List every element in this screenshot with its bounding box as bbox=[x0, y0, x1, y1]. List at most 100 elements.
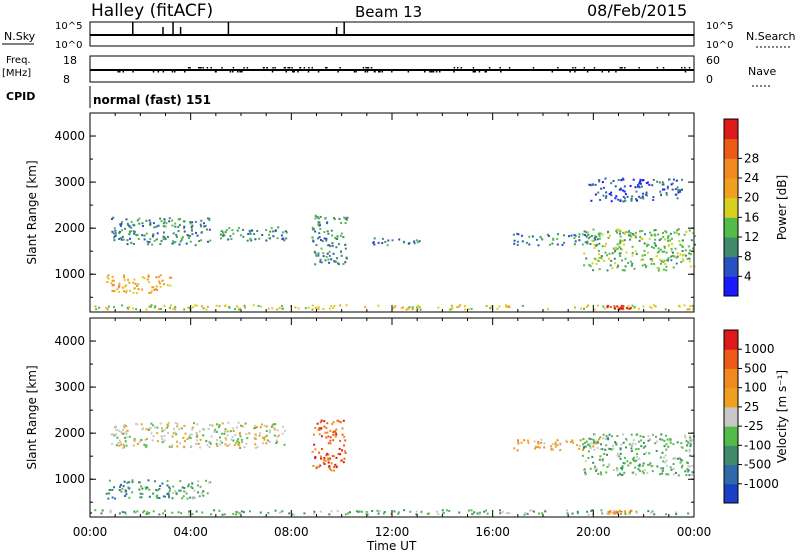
echo-cell bbox=[685, 230, 688, 233]
colorbar-segment bbox=[724, 237, 738, 258]
echo-cell bbox=[320, 455, 322, 458]
echo-cell bbox=[183, 440, 186, 443]
echo-cell bbox=[647, 439, 650, 442]
echo-cell bbox=[633, 456, 636, 459]
echo-cell bbox=[276, 429, 279, 432]
echo-cell bbox=[224, 231, 227, 234]
echo-cell bbox=[408, 306, 411, 309]
echo-cell bbox=[171, 492, 174, 494]
echo-cell bbox=[205, 308, 208, 311]
nave-point bbox=[325, 67, 327, 69]
echo-cell bbox=[643, 469, 646, 472]
echo-cell bbox=[616, 469, 618, 472]
echo-cell bbox=[345, 304, 348, 307]
echo-cell bbox=[147, 275, 150, 278]
echo-cell bbox=[146, 240, 149, 243]
echo-cell bbox=[636, 453, 639, 456]
echo-cell bbox=[653, 304, 655, 307]
date-label: 08/Feb/2015 bbox=[587, 1, 687, 20]
echo-cell bbox=[554, 445, 557, 448]
echo-cell bbox=[111, 218, 113, 220]
echo-cell bbox=[201, 427, 204, 430]
echo-cell bbox=[336, 238, 339, 240]
echo-cell bbox=[148, 488, 151, 491]
echo-cell bbox=[618, 232, 621, 235]
echo-cell bbox=[604, 251, 607, 254]
echo-cell bbox=[172, 432, 175, 435]
echo-cell bbox=[314, 230, 317, 233]
echo-cell bbox=[537, 442, 540, 445]
echo-cell bbox=[552, 237, 555, 240]
echo-cell bbox=[137, 288, 140, 291]
echo-cell bbox=[552, 238, 555, 241]
echo-cell bbox=[644, 193, 647, 196]
echo-cell bbox=[501, 510, 504, 513]
echo-cell bbox=[141, 234, 144, 237]
echo-cell bbox=[268, 233, 270, 236]
echo-cell bbox=[128, 435, 131, 438]
echo-cell bbox=[613, 305, 616, 308]
nave-point bbox=[364, 71, 367, 73]
echo-cell bbox=[320, 239, 322, 241]
echo-cell bbox=[587, 237, 590, 240]
echo-cell bbox=[583, 307, 585, 310]
echo-cell bbox=[185, 492, 188, 495]
echo-cell bbox=[622, 441, 625, 444]
echo-cell bbox=[598, 458, 601, 461]
echo-cell bbox=[112, 232, 115, 235]
echo-cell bbox=[333, 455, 335, 458]
echo-cell bbox=[689, 454, 692, 457]
echo-cell bbox=[245, 433, 248, 436]
echo-cell bbox=[314, 217, 317, 220]
echo-cell bbox=[681, 258, 684, 261]
echo-cell bbox=[153, 289, 156, 291]
echo-cell bbox=[336, 235, 339, 238]
echo-cell bbox=[676, 197, 679, 200]
echo-cell bbox=[689, 249, 692, 252]
echo-cell bbox=[599, 232, 602, 235]
echo-cell bbox=[650, 234, 653, 237]
echo-cell bbox=[191, 233, 194, 236]
echo-cell bbox=[616, 228, 618, 231]
echo-cell bbox=[324, 259, 327, 262]
echo-cell bbox=[593, 467, 596, 470]
echo-cell bbox=[676, 441, 679, 444]
echo-cell bbox=[563, 241, 566, 244]
echo-cell bbox=[140, 496, 143, 499]
echo-cell bbox=[120, 222, 123, 225]
echo-cell bbox=[196, 434, 199, 437]
echo-cell bbox=[543, 442, 546, 445]
echo-cell bbox=[595, 244, 598, 247]
echo-cell bbox=[146, 278, 149, 281]
echo-cell bbox=[554, 441, 557, 444]
echo-cell bbox=[538, 446, 541, 449]
echo-cell bbox=[549, 243, 551, 246]
echo-cell bbox=[113, 236, 116, 239]
echo-cell bbox=[347, 512, 350, 515]
nave-point bbox=[508, 67, 511, 69]
echo-cell bbox=[240, 438, 243, 441]
echo-cell bbox=[118, 429, 121, 432]
echo-cell bbox=[643, 453, 646, 456]
echo-cell bbox=[628, 443, 631, 446]
echo-cell bbox=[327, 461, 330, 464]
echo-cell bbox=[578, 447, 581, 450]
echo-cell bbox=[665, 459, 668, 462]
echo-cell bbox=[236, 511, 239, 514]
echo-cell bbox=[118, 230, 121, 233]
nave-point bbox=[583, 67, 586, 69]
echo-cell bbox=[111, 489, 114, 491]
nave-point bbox=[132, 71, 134, 73]
echo-cell bbox=[169, 304, 172, 307]
echo-cell bbox=[333, 260, 336, 263]
echo-cell bbox=[600, 187, 603, 190]
echo-cell bbox=[148, 291, 151, 294]
echo-cell bbox=[691, 464, 694, 467]
echo-cell bbox=[686, 468, 689, 471]
echo-cell bbox=[265, 442, 268, 445]
echo-cell bbox=[168, 496, 171, 499]
echo-cell bbox=[341, 433, 344, 436]
echo-cell bbox=[128, 281, 131, 284]
echo-cell bbox=[671, 188, 674, 191]
echo-cell bbox=[235, 513, 238, 516]
